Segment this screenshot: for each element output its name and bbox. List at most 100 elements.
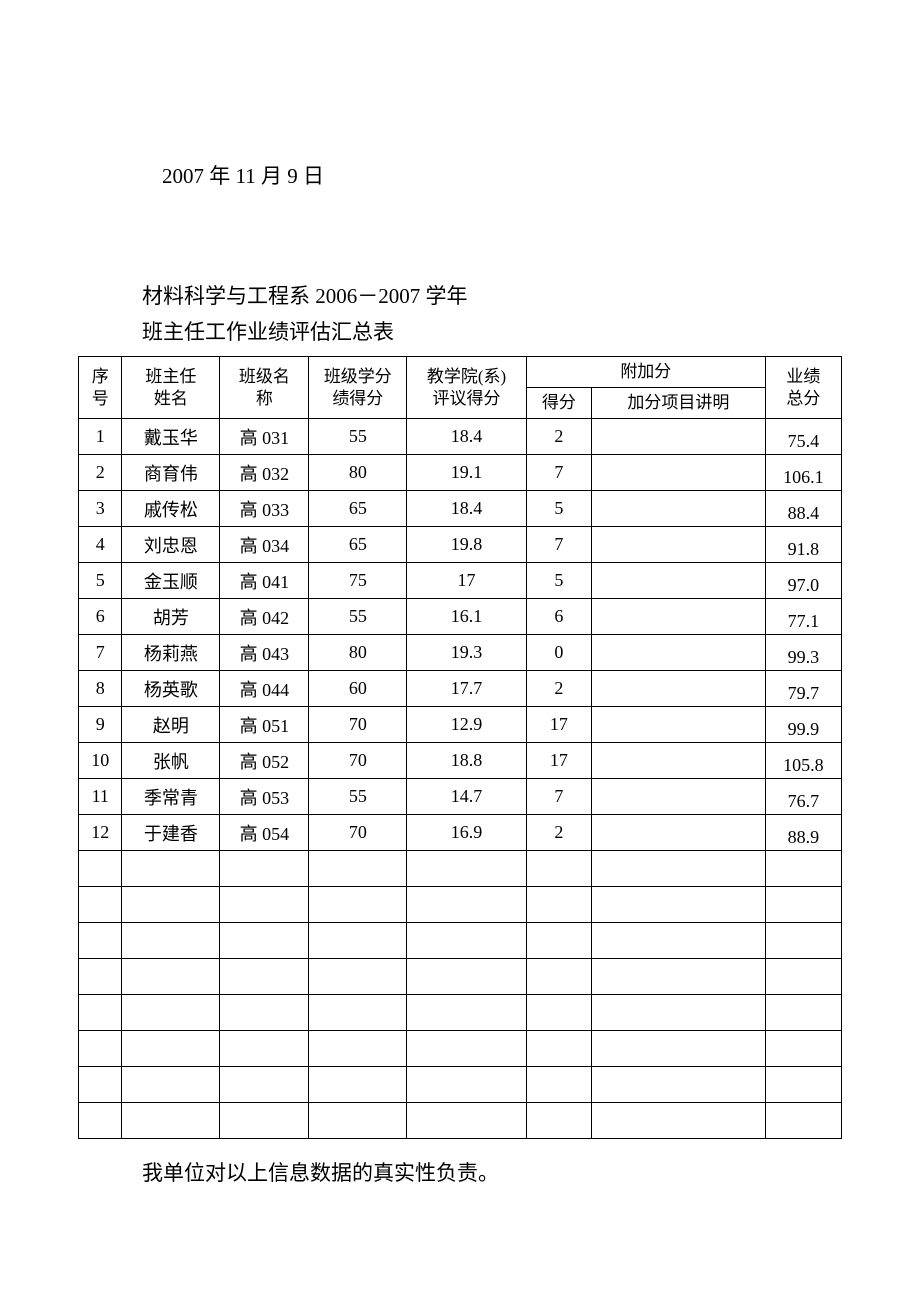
cell-score-review: 14.7 [407, 779, 527, 815]
cell-name: 张帆 [122, 743, 220, 779]
cell-empty [309, 1067, 407, 1103]
cell-empty [220, 851, 309, 887]
cell-empty [309, 923, 407, 959]
cell-empty [526, 959, 591, 995]
cell-score-review: 19.1 [407, 455, 527, 491]
cell-score-credit: 80 [309, 455, 407, 491]
cell-total: 91.8 [765, 527, 841, 563]
cell-score-review: 16.9 [407, 815, 527, 851]
cell-class: 高 053 [220, 779, 309, 815]
table-row: 12 于建香 高 054 70 16.9 2 88.9 [79, 815, 842, 851]
cell-empty [122, 1103, 220, 1139]
footer-note: 我单位对以上信息数据的真实性负责。 [142, 1157, 842, 1187]
cell-total: 105.8 [765, 743, 841, 779]
cell-empty [122, 995, 220, 1031]
cell-empty [309, 1103, 407, 1139]
cell-empty [765, 995, 841, 1031]
cell-class: 高 032 [220, 455, 309, 491]
table-row: 11 季常青 高 053 55 14.7 7 76.7 [79, 779, 842, 815]
cell-name: 戚传松 [122, 491, 220, 527]
cell-score-review: 17.7 [407, 671, 527, 707]
title-line-1: 材料科学与工程系 2006－2007 学年 [142, 280, 842, 310]
table-row: 8 杨英歌 高 044 60 17.7 2 79.7 [79, 671, 842, 707]
cell-bonus-score: 2 [526, 671, 591, 707]
cell-empty [407, 1103, 527, 1139]
table-row: 9 赵明 高 051 70 12.9 17 99.9 [79, 707, 842, 743]
cell-empty [591, 959, 765, 995]
cell-total: 77.1 [765, 599, 841, 635]
cell-empty [591, 1031, 765, 1067]
cell-empty [79, 1103, 122, 1139]
cell-bonus-item [591, 707, 765, 743]
cell-seq: 8 [79, 671, 122, 707]
cell-total: 75.4 [765, 419, 841, 455]
cell-empty [122, 923, 220, 959]
cell-empty [309, 851, 407, 887]
cell-total: 79.7 [765, 671, 841, 707]
cell-name: 戴玉华 [122, 419, 220, 455]
cell-empty [765, 1067, 841, 1103]
cell-empty [79, 1031, 122, 1067]
cell-empty [526, 1103, 591, 1139]
cell-score-credit: 75 [309, 563, 407, 599]
cell-bonus-item [591, 455, 765, 491]
cell-score-review: 18.8 [407, 743, 527, 779]
cell-name: 季常青 [122, 779, 220, 815]
cell-empty [220, 923, 309, 959]
cell-empty [765, 1031, 841, 1067]
cell-name: 胡芳 [122, 599, 220, 635]
cell-bonus-score: 2 [526, 815, 591, 851]
cell-empty [591, 923, 765, 959]
cell-bonus-score: 17 [526, 743, 591, 779]
cell-empty [765, 959, 841, 995]
cell-empty [220, 887, 309, 923]
col-header-class: 班级名称 [220, 357, 309, 419]
cell-score-review: 19.3 [407, 635, 527, 671]
cell-empty [407, 959, 527, 995]
table-row: 5 金玉顺 高 041 75 17 5 97.0 [79, 563, 842, 599]
cell-score-review: 17 [407, 563, 527, 599]
cell-class: 高 034 [220, 527, 309, 563]
table-row-empty [79, 995, 842, 1031]
cell-bonus-score: 17 [526, 707, 591, 743]
cell-empty [765, 1103, 841, 1139]
cell-bonus-item [591, 743, 765, 779]
col-header-bonus: 附加分 [526, 357, 765, 388]
cell-empty [407, 995, 527, 1031]
cell-empty [765, 923, 841, 959]
cell-total: 76.7 [765, 779, 841, 815]
table-header: 序号 班主任姓名 班级名称 班级学分绩得分 教学院(系)评议得分 附加分 业绩总… [79, 357, 842, 419]
cell-empty [122, 959, 220, 995]
cell-score-review: 12.9 [407, 707, 527, 743]
table-row: 3 戚传松 高 033 65 18.4 5 88.4 [79, 491, 842, 527]
cell-total: 97.0 [765, 563, 841, 599]
cell-empty [122, 887, 220, 923]
cell-class: 高 031 [220, 419, 309, 455]
cell-class: 高 042 [220, 599, 309, 635]
cell-empty [220, 1103, 309, 1139]
cell-total: 99.3 [765, 635, 841, 671]
cell-name: 刘忠恩 [122, 527, 220, 563]
cell-seq: 3 [79, 491, 122, 527]
cell-empty [122, 851, 220, 887]
evaluation-table: 序号 班主任姓名 班级名称 班级学分绩得分 教学院(系)评议得分 附加分 业绩总… [78, 356, 842, 1139]
table-row-empty [79, 1067, 842, 1103]
table-row: 7 杨莉燕 高 043 80 19.3 0 99.3 [79, 635, 842, 671]
cell-score-credit: 65 [309, 527, 407, 563]
cell-bonus-item [591, 563, 765, 599]
date-text: 2007 年 11 月 9 日 [162, 160, 842, 190]
cell-empty [526, 1031, 591, 1067]
cell-empty [79, 995, 122, 1031]
cell-empty [591, 1103, 765, 1139]
cell-empty [220, 995, 309, 1031]
cell-empty [591, 995, 765, 1031]
cell-score-review: 16.1 [407, 599, 527, 635]
col-header-bonus-score: 得分 [526, 388, 591, 419]
cell-empty [526, 995, 591, 1031]
cell-score-credit: 80 [309, 635, 407, 671]
cell-empty [220, 959, 309, 995]
cell-bonus-item [591, 599, 765, 635]
cell-bonus-item [591, 635, 765, 671]
cell-bonus-score: 7 [526, 527, 591, 563]
cell-bonus-score: 6 [526, 599, 591, 635]
